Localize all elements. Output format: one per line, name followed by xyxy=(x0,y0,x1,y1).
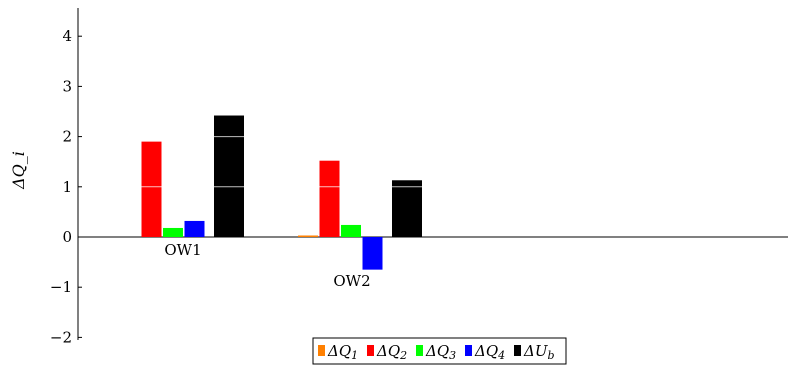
legend-label-5: ΔUb xyxy=(523,342,555,362)
legend-label-2: ΔQ2 xyxy=(376,342,407,362)
legend-label-3: ΔQ3 xyxy=(425,342,456,362)
bar-ow2-series-1 xyxy=(298,235,318,237)
legend-label-4: ΔQ4 xyxy=(474,342,505,362)
bars xyxy=(141,115,422,270)
category-label-ow1: OW1 xyxy=(164,241,201,259)
bar-ow2-series-4 xyxy=(362,237,383,270)
category-labels: OW1 OW2 xyxy=(164,241,370,290)
legend: ΔQ1 ΔQ2 ΔQ3 ΔQ4 ΔUb xyxy=(312,337,567,365)
axes xyxy=(77,8,788,340)
y-tick-label: 2 xyxy=(62,128,72,146)
y-tick-label: 4 xyxy=(62,27,72,45)
bar-ow2-series-5 xyxy=(392,180,422,237)
bar-ow1-series-5 xyxy=(214,115,244,237)
bar-ow1-series-4 xyxy=(184,220,205,237)
bar-ow1-series-2 xyxy=(141,141,162,237)
y-tick-label: 0 xyxy=(62,228,72,246)
legend-swatch-5 xyxy=(514,345,521,356)
y-axis-label: ΔQ_i xyxy=(9,151,28,190)
category-label-ow2: OW2 xyxy=(333,272,370,290)
y-tick-label: 1 xyxy=(62,178,72,196)
y-tick-label: −2 xyxy=(50,328,72,346)
bar-ow1-series-3 xyxy=(163,227,183,237)
legend-label-1: ΔQ1 xyxy=(327,342,358,362)
legend-swatch-2 xyxy=(367,345,374,356)
legend-swatch-1 xyxy=(318,345,325,356)
legend-swatch-4 xyxy=(465,345,472,356)
y-tick-label: −1 xyxy=(50,278,72,296)
bar-ow2-series-3 xyxy=(341,224,361,237)
legend-swatch-3 xyxy=(416,345,423,356)
bar-ow2-series-2 xyxy=(319,160,340,237)
y-tick-label: 3 xyxy=(62,77,72,95)
y-ticks: −2 −1 0 1 2 3 4 xyxy=(50,27,82,346)
legend-box xyxy=(312,337,567,365)
